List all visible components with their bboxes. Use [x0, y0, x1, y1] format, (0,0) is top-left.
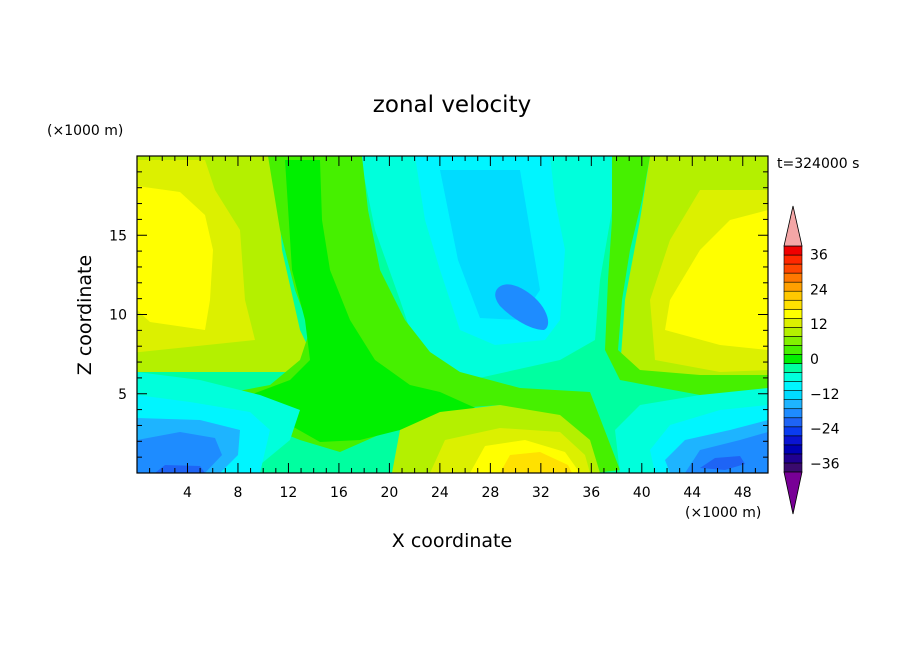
- x-tick-label: 24: [431, 485, 449, 501]
- x-axis-ticks: 4 8 12 16 20 24 28 32 36 40 44 48: [149, 156, 756, 501]
- colorbar-band: [783, 426, 803, 437]
- colorbar-band: [783, 363, 803, 373]
- colorbar-label: −12: [810, 387, 840, 403]
- colorbar-under-triangle: [783, 471, 803, 515]
- field-region: [137, 432, 222, 473]
- colorbar-band: [783, 308, 803, 319]
- field-region: [700, 456, 745, 470]
- y-axis-ticks: 5 10 15: [109, 171, 768, 458]
- x-tick-label: 48: [734, 485, 752, 501]
- field-region: [155, 465, 205, 473]
- colorbar-band: [783, 336, 803, 346]
- colorbar-label: 36: [810, 248, 828, 264]
- y-axis-units: (×1000 m): [47, 123, 123, 139]
- x-tick-label: 8: [233, 485, 242, 501]
- y-tick-label: 5: [118, 387, 127, 403]
- x-tick-label: 4: [183, 485, 192, 501]
- x-tick-label: 36: [582, 485, 600, 501]
- colorbar-label: 12: [810, 317, 828, 333]
- x-tick-label: 40: [633, 485, 651, 501]
- x-tick-label: 12: [280, 485, 298, 501]
- colorbar-label: 0: [810, 352, 819, 368]
- colorbar-band: [783, 299, 803, 310]
- x-tick-label: 20: [380, 485, 398, 501]
- x-axis-label: X coordinate: [392, 530, 512, 552]
- colorbar-over-triangle: [783, 205, 803, 247]
- x-tick-label: 32: [532, 485, 550, 501]
- colorbar-label: −36: [810, 456, 840, 472]
- field-region: [665, 210, 768, 350]
- colorbar-band: [783, 381, 803, 391]
- colorbar-band: [783, 281, 803, 292]
- field-region: [250, 160, 560, 442]
- colorbar-band: [783, 354, 803, 364]
- colorbar-band: [783, 272, 803, 283]
- field-region: [605, 156, 768, 395]
- colorbar-band: [783, 390, 803, 400]
- x-tick-label: 28: [481, 485, 499, 501]
- colorbar-band: [783, 399, 803, 410]
- colorbar-band: [783, 318, 803, 328]
- colorbar-band: [783, 290, 803, 301]
- colorbar-band: [783, 254, 803, 265]
- y-tick-label: 15: [109, 228, 127, 244]
- y-tick-label: 10: [109, 308, 127, 324]
- field-region: [495, 284, 549, 330]
- colorbar: 36 24 12 0 −12 −24 −36: [783, 205, 840, 515]
- colorbar-band: [783, 245, 803, 256]
- field-region: [137, 186, 213, 330]
- colorbar-label: 24: [810, 282, 828, 298]
- time-label: t=324000 s: [777, 156, 859, 172]
- field-region: [440, 170, 540, 320]
- field-region: [500, 452, 572, 473]
- x-tick-label: 16: [330, 485, 348, 501]
- colorbar-band: [783, 263, 803, 274]
- colorbar-band: [783, 417, 803, 428]
- colorbar-band: [783, 408, 803, 419]
- x-tick-label: 44: [683, 485, 701, 501]
- colorbar-band: [783, 435, 803, 446]
- colorbar-label: −24: [810, 422, 840, 438]
- colorbar-band: [783, 462, 803, 473]
- y-axis-label: Z coordinate: [74, 255, 96, 375]
- colorbar-band: [783, 444, 803, 455]
- colorbar-band: [783, 345, 803, 355]
- colorbar-band: [783, 372, 803, 382]
- field-region: [685, 432, 768, 473]
- chart-title: zonal velocity: [373, 92, 531, 118]
- velocity-field: [137, 156, 768, 473]
- colorbar-band: [783, 327, 803, 337]
- colorbar-band: [783, 453, 803, 464]
- x-axis-units: (×1000 m): [685, 505, 761, 521]
